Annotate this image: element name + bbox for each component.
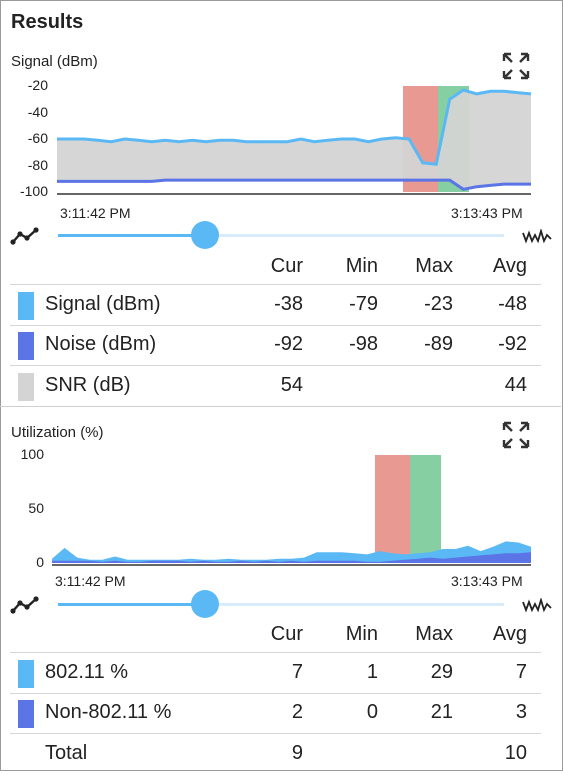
utilization-slider-track[interactable] [58,603,504,606]
cell-min: -79 [349,293,378,315]
y-tick-label: -20 [27,77,48,93]
signal-slider-fill [58,234,206,237]
row-name: Noise (dBm) [45,333,157,355]
cell-max: 21 [430,701,453,723]
cell-max: -23 [424,293,453,315]
y-tick-label: 0 [36,554,44,570]
legend-swatch-80211 [18,660,34,688]
expand-arrows-icon[interactable] [501,420,531,450]
utilization-panel-label: Utilization (%) [11,424,104,441]
row-name: Non-802.11 % [45,701,172,723]
cell-avg: 7 [515,661,527,683]
cell-avg: -92 [498,333,527,355]
line-chart-icon[interactable] [10,596,40,614]
utilization-slider-handle[interactable] [191,590,220,618]
cell-cur: 7 [291,661,303,683]
cell-cur: -38 [274,293,303,315]
signal-line [57,88,531,166]
legend-swatch-signal [18,292,34,320]
cell-avg: -48 [498,293,527,315]
waveform-icon[interactable] [522,598,552,614]
cell-min: 1 [366,661,378,683]
table-row: Noise (dBm) -92 -98 -89 -92 [10,325,541,366]
table-row: SNR (dB) 54 44 [10,366,541,406]
y-tick-label: -80 [27,156,48,173]
cell-avg: 44 [504,374,527,396]
y-tick-label: 100 [20,446,44,462]
legend-swatch-snr [18,373,34,401]
waveform-icon[interactable] [522,229,552,245]
line-chart-icon[interactable] [10,227,40,245]
col-header-max: Max [415,255,453,277]
row-name: Signal (dBm) [45,293,161,315]
table-row: Total 9 10 [10,734,541,774]
utilization-slider-row [0,590,563,620]
utilization-chart [52,455,531,566]
legend-swatch-noise [18,332,34,360]
signal-time-start: 3:11:42 PM [60,205,131,221]
cell-min: 0 [366,701,378,723]
y-tick-label: -100 [19,183,48,199]
cell-max: -89 [424,333,453,355]
area-80211 [52,541,531,563]
marker-red [375,455,410,563]
utilization-time-start: 3:11:42 PM [55,573,126,589]
col-header-max: Max [415,623,453,645]
col-header-cur: Cur [270,255,303,277]
cell-max: 29 [430,661,453,683]
y-tick-label: -60 [27,130,48,146]
cell-avg: 10 [504,742,527,764]
table-row: 802.11 % 7 1 29 7 [10,652,541,694]
cell-avg: 3 [515,701,527,723]
page-title: Results [11,11,84,33]
col-header-avg: Avg [492,255,527,277]
signal-panel-label: Signal (dBm) [11,53,98,70]
utilization-time-end: 3:13:43 PM [451,573,523,589]
snr-area [57,90,531,190]
col-header-min: Min [345,255,378,277]
signal-time-end: 3:13:43 PM [451,205,523,221]
signal-slider-handle[interactable] [191,221,220,249]
cell-cur: 54 [280,374,303,396]
row-name: SNR (dB) [45,374,131,396]
table-row: Signal (dBm) -38 -79 -23 -48 [10,284,541,326]
cell-min: -98 [349,333,378,355]
signal-slider-row [0,221,563,251]
col-header-avg: Avg [492,623,527,645]
col-header-min: Min [345,623,378,645]
cell-cur: -92 [274,333,303,355]
row-name: 802.11 % [45,661,129,683]
cell-cur: 9 [291,742,303,764]
expand-arrows-icon[interactable] [501,51,531,81]
signal-chart [57,86,531,195]
row-name: Total [45,742,88,764]
y-tick-label: 50 [28,500,44,516]
table-row: Non-802.11 % 2 0 21 3 [10,693,541,734]
y-tick-label: -40 [27,103,48,120]
signal-slider-track[interactable] [58,234,504,237]
legend-swatch-non-80211 [18,700,34,728]
area-non-80211 [52,552,531,563]
utilization-slider-fill [58,603,206,606]
marker-green [410,455,441,563]
cell-cur: 2 [291,701,303,723]
col-header-cur: Cur [270,623,303,645]
section-divider [0,406,561,407]
noise-line [57,178,531,191]
